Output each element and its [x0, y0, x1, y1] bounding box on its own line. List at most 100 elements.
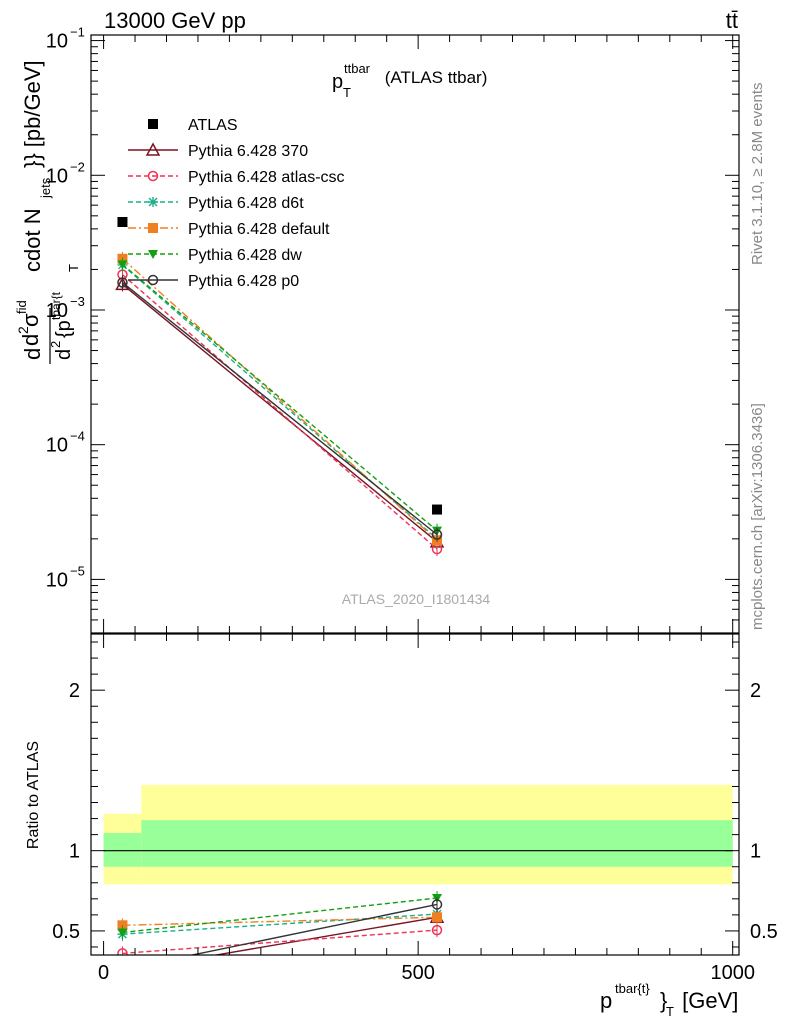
ratio-ytick-label-left-1: 1	[69, 841, 80, 863]
legend-item-1: Pythia 6.428 370	[128, 142, 308, 160]
chart-title-suffix: (ATLAS ttbar)	[380, 68, 487, 87]
uncertainty-band-green-1	[141, 820, 733, 867]
ylabel-den-brace: {p	[53, 320, 75, 338]
x-axis-label: p tbar{t} } T [GeV]	[600, 981, 738, 1019]
chart-title-sup: ttbar	[344, 61, 371, 76]
main-series-2	[117, 267, 443, 557]
top-ytick-label-4: 10	[46, 31, 68, 53]
legend-label-3: Pythia 6.428 d6t	[188, 195, 304, 212]
legend-label-5: Pythia 6.428 dw	[188, 247, 302, 264]
legend: ATLAS Pythia 6.428 370 Pythia 6.428 atlas-…	[128, 117, 345, 290]
x-tick-label-2: 1000	[710, 962, 755, 984]
main-panel-frame	[90, 34, 740, 634]
legend-item-5: Pythia 6.428 dw	[128, 247, 302, 264]
legend-label-2: Pythia 6.428 atlas-csc	[188, 169, 345, 186]
main-series-6-point-1	[431, 529, 443, 540]
analysis-label: ATLAS_2020_I1801434	[342, 591, 491, 607]
ratio-ytick-label-right-1: 1	[750, 841, 761, 863]
legend-item-3: Pythia 6.428 d6t	[128, 195, 304, 212]
legend-marker-4	[148, 223, 158, 233]
main-series-5-line	[122, 263, 438, 532]
ratio-series-4	[117, 891, 443, 940]
ylabel-den-sup: 2	[48, 341, 63, 348]
ylabel-tail-sub: jets	[38, 177, 53, 199]
ylabel-num-sup: 2	[15, 326, 31, 334]
chart-title-sub: T	[343, 85, 351, 100]
ylabel-sigma: σ	[18, 313, 43, 327]
legend-item-4: Pythia 6.428 default	[128, 221, 330, 238]
ylabel-den-sup2: tbar{t	[49, 291, 63, 320]
ratio-ytick-label-right-0: 0.5	[750, 921, 778, 943]
main-series-6-point-0	[117, 277, 128, 288]
legend-marker-3	[148, 197, 158, 207]
main-series-6-line	[122, 281, 438, 536]
ylabel-fid: fid	[14, 300, 29, 314]
main-series-5-point-0	[117, 260, 128, 270]
xlabel-main: p	[600, 988, 612, 1013]
ratio-series-3-point-1	[432, 912, 443, 923]
ylabel-den-sub: T	[66, 264, 81, 272]
legend-label-6: Pythia 6.428 p0	[188, 273, 299, 290]
legend-marker-1	[145, 142, 161, 156]
ratio-y-label: Ratio to ATLAS	[25, 741, 42, 849]
legend-label-1: Pythia 6.428 370	[188, 143, 308, 160]
ratio-series-4-point-0	[117, 928, 128, 938]
ratio-ytick-label-left-0: 0.5	[52, 921, 80, 943]
legend-marker-5	[148, 250, 158, 259]
ratio-series-0-line	[212, 916, 438, 955]
main-series-5	[117, 257, 443, 538]
ratio-panel-frame	[90, 633, 740, 956]
main-series-6	[117, 275, 443, 542]
legend-label-4: Pythia 6.428 default	[188, 221, 330, 238]
ratio-series-0-point-0	[116, 965, 128, 976]
legend-marker-6	[147, 274, 159, 286]
ratio-series-1-line	[122, 929, 438, 955]
ratio-series-5-line	[188, 903, 438, 955]
chart-title: p	[332, 71, 343, 93]
ratio-panel: 0.5 0.5 1 1 2 2 0 500 1000 Ratio to ATLAS p tba…	[25, 633, 778, 1019]
ylabel-tail: cdot N	[20, 208, 45, 272]
legend-marker-0	[148, 119, 158, 129]
mcplots-label: mcplots.cern.ch [arXiv:1306.3436]	[749, 403, 766, 630]
xlabel-tail: }	[660, 988, 667, 1013]
ratio-ytick-label-right-2: 2	[750, 680, 761, 702]
top-ytick-exp-2: −3	[70, 294, 85, 309]
ratio-ytick-label-left-2: 2	[69, 680, 80, 702]
legend-item-0: ATLAS	[148, 117, 238, 134]
top-ytick-exp-1: −4	[70, 429, 85, 444]
ylabel-tail-end: }} [pb/GeV]	[20, 60, 45, 168]
top-ytick-exp-0: −5	[70, 563, 85, 578]
ylabel-den-d: d	[53, 349, 75, 360]
ratio-series-1-point-0	[117, 948, 128, 955]
ratio-series-5	[188, 897, 443, 955]
top-ytick-label-0: 10	[46, 569, 68, 591]
top-ytick-exp-3: −2	[70, 159, 85, 174]
xlabel-sup: tbar{t}	[615, 981, 650, 996]
ratio-series-3-line	[122, 916, 438, 927]
top-ytick-label-3: 10	[46, 165, 68, 187]
top-ytick-exp-4: −1	[70, 25, 85, 40]
top-ytick-label-2: 10	[46, 300, 68, 322]
main-series-0-point-1	[432, 504, 443, 515]
main-series-0-point-0	[117, 216, 128, 227]
ratio-series-5-point-1	[431, 899, 443, 910]
legend-item-6: Pythia 6.428 p0	[128, 273, 299, 290]
process-label: tt̄	[726, 8, 738, 33]
main-series-4-line	[121, 258, 438, 541]
ratio-series-2-line	[122, 913, 438, 935]
legend-marker-2	[147, 170, 159, 182]
main-series-2-line	[121, 274, 438, 550]
ratio-series-1	[117, 923, 443, 955]
uncertainty-band-green-0	[103, 833, 142, 867]
x-tick-label-1: 500	[401, 962, 434, 984]
main-series-1	[115, 276, 445, 549]
top-ytick-label-1: 10	[46, 435, 68, 457]
xlabel-sub: T	[666, 1004, 674, 1019]
legend-item-2: Pythia 6.428 atlas-csc	[128, 169, 345, 186]
rivet-label: Rivet 3.1.10, ≥ 2.8M events	[749, 83, 766, 266]
ylabel-d: d	[20, 348, 45, 360]
main-series-4	[117, 251, 443, 548]
ratio-series-0	[116, 909, 445, 976]
main-panel: 10−510−410−310−210−1 p T ttbar (ATLAS tt…	[14, 25, 740, 634]
